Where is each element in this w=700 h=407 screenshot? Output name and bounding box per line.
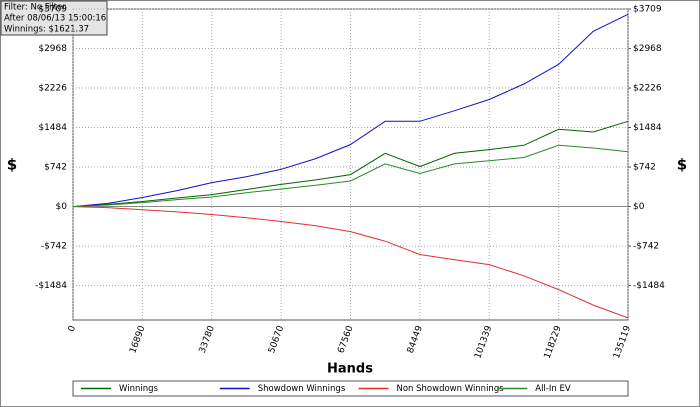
series-line [72,206,629,319]
x-tick-label: 0 [67,324,78,333]
y-tick-label: $2968 [38,44,67,54]
legend-label: Showdown Winnings [258,384,346,394]
y2-tick-label: $2968 [633,44,662,54]
y-tick-label: $1484 [38,123,67,133]
y2-tick-label: -$742 [633,242,659,252]
info-background [0,0,108,36]
y-axis-label: $ [7,156,17,174]
series-line [72,13,629,208]
legend-label: Non Showdown Winnings [397,384,505,394]
y2-tick-label: $742 [633,163,656,173]
y-tick-label: -$742 [41,242,67,252]
y-tick-label: $3709 [38,5,67,15]
y2-tick-label: $0 [633,202,645,212]
info-line: Winnings: $1621.37 [4,25,89,35]
info-line: Filter: No Filter [4,3,66,13]
series-line [72,144,629,208]
info-box: Filter: No Filter After 08/06/13 15:00:1… [0,0,108,36]
y-tick-label: $2226 [38,83,67,93]
y2-tick-label: $1484 [633,123,662,133]
y2-tick-label: $3709 [633,5,662,15]
y-tick-label: $0 [56,202,68,212]
y2-axis-label: $ [677,156,687,174]
y2-tick-label: -$1484 [633,281,665,291]
legend-label: All-In EV [535,384,571,394]
x-axis-label: Hands [327,362,373,377]
legend-label: Winnings [119,384,158,394]
y-tick-label: $742 [44,163,67,173]
y2-tick-label: $2226 [633,83,662,93]
info-line: After 08/06/13 15:00:16 [4,14,106,24]
series-line [72,120,629,208]
y-tick-label: -$1484 [35,281,67,291]
legend [72,380,629,397]
